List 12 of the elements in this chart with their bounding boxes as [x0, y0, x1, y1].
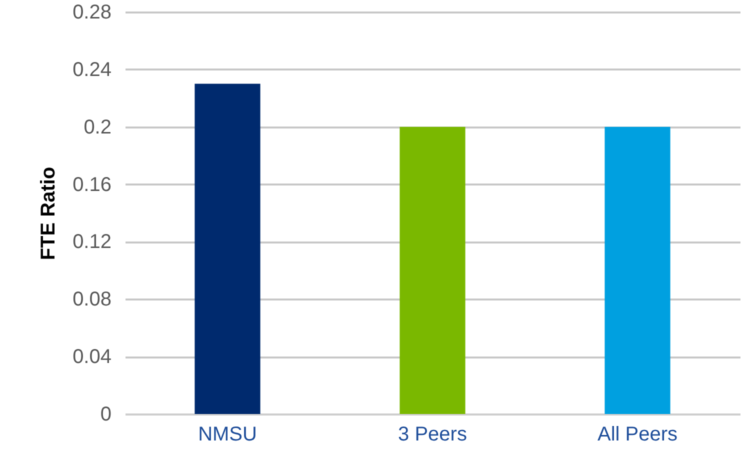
y-axis-title: FTE Ratio [38, 166, 60, 260]
x-tick-label: NMSU [198, 424, 257, 446]
y-tick-label: 0.12 [72, 231, 112, 254]
y-tick-label: 0.08 [72, 288, 112, 311]
y-tick-label: 0.2 [84, 116, 112, 138]
y-tick-label: 0.24 [72, 58, 112, 81]
x-tick-label: All Peers [597, 424, 678, 446]
y-tick-label: 0 [100, 404, 112, 426]
y-tick-label: 0.04 [72, 346, 112, 368]
x-tick-label: 3 Peers [398, 424, 467, 446]
y-tick-label: 0.28 [72, 2, 112, 24]
y-tick-label: 0.16 [72, 174, 112, 196]
